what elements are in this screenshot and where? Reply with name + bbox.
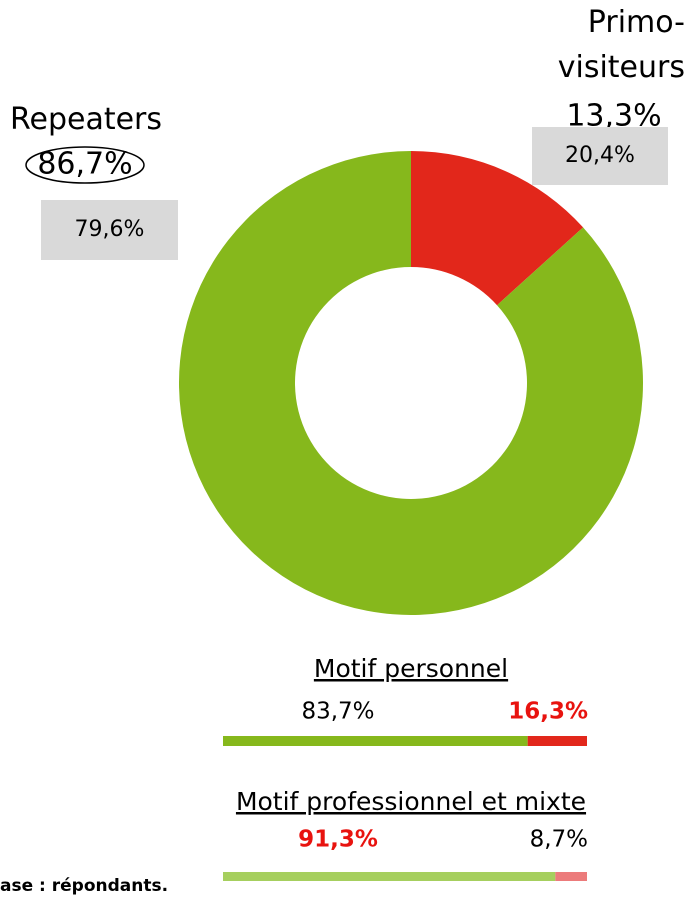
comparison-box bbox=[532, 127, 668, 185]
footnote: ase : répondants. bbox=[0, 876, 168, 896]
bar-title: Motif personnel bbox=[314, 654, 508, 683]
comparison-label: 20,4% bbox=[565, 143, 635, 168]
value-label: 83,7% bbox=[301, 699, 374, 725]
comparison-label: 79,6% bbox=[75, 217, 145, 242]
category-label: Primo-visiteurs bbox=[557, 5, 685, 85]
bar-segment bbox=[555, 872, 587, 881]
donut-slice bbox=[179, 151, 644, 616]
comparison-box bbox=[41, 200, 178, 260]
bar-title: Motif professionnel et mixte bbox=[236, 787, 586, 816]
category-label: Repeaters bbox=[10, 102, 163, 137]
bar-segment bbox=[223, 736, 528, 746]
donut-slice bbox=[411, 151, 584, 306]
value-label: 91,3% bbox=[298, 827, 378, 853]
bar-segment bbox=[527, 736, 587, 746]
value-label: 8,7% bbox=[530, 827, 588, 853]
value-label: 16,3% bbox=[508, 699, 588, 725]
value-label: 86,7% bbox=[37, 147, 132, 182]
bar-segment bbox=[223, 872, 556, 881]
label-circle bbox=[25, 146, 145, 184]
